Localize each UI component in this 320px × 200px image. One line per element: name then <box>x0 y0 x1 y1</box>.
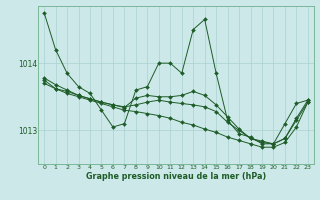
X-axis label: Graphe pression niveau de la mer (hPa): Graphe pression niveau de la mer (hPa) <box>86 172 266 181</box>
